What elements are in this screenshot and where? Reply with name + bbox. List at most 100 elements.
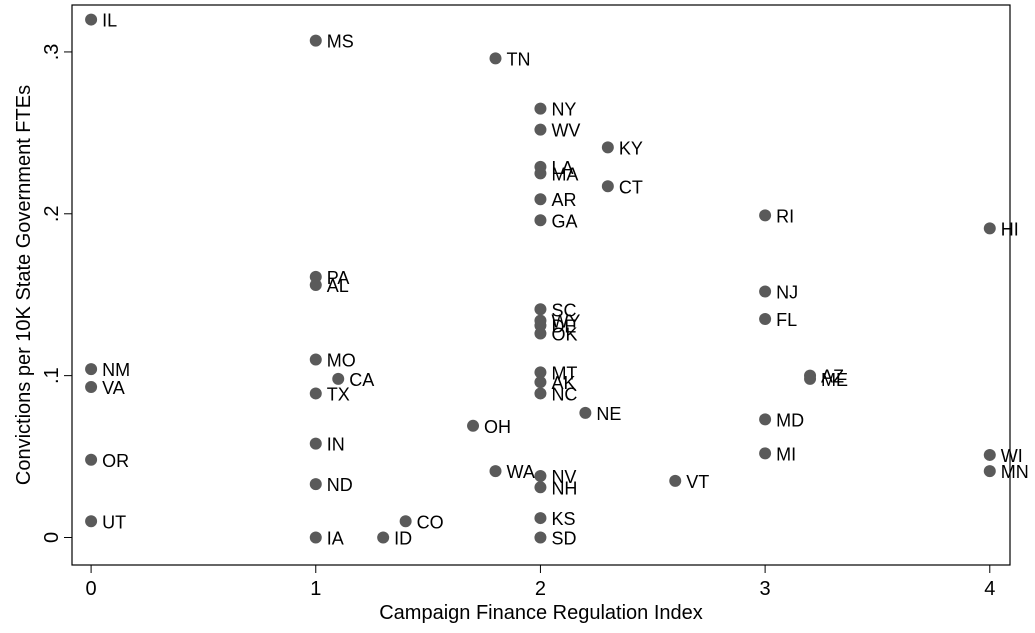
- point-label: OK: [551, 325, 577, 345]
- point-label: MO: [327, 350, 356, 370]
- point: [309, 387, 322, 400]
- point: [983, 465, 996, 478]
- point-label: NE: [596, 404, 621, 424]
- point: [534, 102, 547, 115]
- x-tick-label: 1: [310, 578, 321, 600]
- point-label: ME: [821, 370, 848, 390]
- point: [332, 372, 345, 385]
- point-label: AK: [551, 373, 575, 393]
- point-label: OR: [102, 451, 129, 471]
- point-label: UT: [102, 512, 126, 532]
- x-tick-label: 4: [984, 578, 995, 600]
- point: [534, 469, 547, 482]
- point: [579, 406, 592, 419]
- point-label: VT: [686, 472, 709, 492]
- point-label: CT: [619, 177, 643, 197]
- x-tick-label: 0: [86, 578, 97, 600]
- point-label: SD: [551, 528, 576, 548]
- point-label: NJ: [776, 282, 798, 302]
- point: [85, 13, 98, 26]
- point-label: MI: [776, 444, 796, 464]
- point: [983, 448, 996, 461]
- point: [534, 366, 547, 379]
- point: [309, 279, 322, 291]
- point-label: KY: [619, 138, 643, 158]
- point-label: CO: [417, 512, 444, 532]
- point: [601, 141, 614, 154]
- point-label: AL: [327, 276, 349, 296]
- point: [759, 209, 772, 222]
- point: [85, 380, 98, 393]
- point-label: NM: [102, 360, 130, 380]
- point: [534, 123, 547, 136]
- point: [759, 285, 772, 298]
- point: [309, 531, 322, 544]
- x-axis-title: Campaign Finance Regulation Index: [379, 602, 703, 624]
- point: [669, 474, 682, 487]
- point: [309, 34, 322, 47]
- point-label: NH: [551, 478, 577, 498]
- point: [534, 214, 547, 227]
- point-label: NC: [551, 384, 577, 404]
- point-label: FL: [776, 310, 797, 330]
- point-label: RI: [776, 206, 794, 226]
- x-tick-label: 2: [535, 578, 546, 600]
- point: [85, 363, 98, 376]
- point: [489, 465, 502, 478]
- point: [309, 437, 322, 450]
- plot-frame: [71, 4, 1011, 566]
- point-label: NY: [551, 100, 576, 120]
- point-label: MD: [776, 410, 804, 430]
- point-label: DE: [551, 316, 576, 336]
- point-label: IL: [102, 11, 117, 31]
- point-label: PA: [327, 268, 350, 288]
- point-label: AZ: [821, 367, 844, 387]
- point: [534, 387, 547, 400]
- point-label: WA: [507, 462, 535, 482]
- point-label: ID: [394, 528, 412, 548]
- point: [85, 515, 98, 528]
- point: [534, 481, 547, 494]
- point-label: WV: [551, 121, 580, 141]
- point-label: ND: [327, 475, 353, 495]
- y-tick-label: .2: [41, 205, 63, 222]
- point: [534, 167, 547, 180]
- point: [399, 515, 412, 528]
- point-label: MN: [1001, 462, 1029, 482]
- point: [601, 180, 614, 193]
- point: [534, 327, 547, 340]
- point: [983, 222, 996, 235]
- point: [759, 312, 772, 325]
- point-label: MT: [551, 363, 577, 383]
- x-tick-label: 3: [760, 578, 771, 600]
- point-label: AR: [551, 190, 576, 210]
- y-axis-title: Convictions per 10K State Government FTE…: [13, 85, 35, 485]
- point-label: NV: [551, 467, 576, 487]
- point: [759, 447, 772, 460]
- point: [309, 478, 322, 491]
- point-label: WY: [551, 312, 580, 332]
- point-label: CA: [349, 370, 374, 390]
- point: [85, 453, 98, 466]
- point: [534, 512, 547, 525]
- point-label: MA: [551, 164, 578, 184]
- point-label: IA: [327, 528, 344, 548]
- point: [467, 419, 480, 432]
- point-label: TN: [507, 49, 531, 69]
- y-tick-label: .1: [41, 367, 63, 384]
- point-label: MS: [327, 32, 354, 52]
- point: [759, 413, 772, 426]
- point-label: TX: [327, 384, 350, 404]
- point: [377, 531, 390, 544]
- y-tick-label: .3: [41, 44, 63, 61]
- point: [534, 193, 547, 206]
- point-label: IN: [327, 435, 345, 455]
- point-label: VA: [102, 378, 125, 398]
- point: [534, 303, 547, 316]
- point: [534, 531, 547, 544]
- point: [804, 372, 817, 385]
- point: [309, 353, 322, 366]
- point-label: HI: [1001, 219, 1019, 239]
- point-label: WI: [1001, 446, 1023, 466]
